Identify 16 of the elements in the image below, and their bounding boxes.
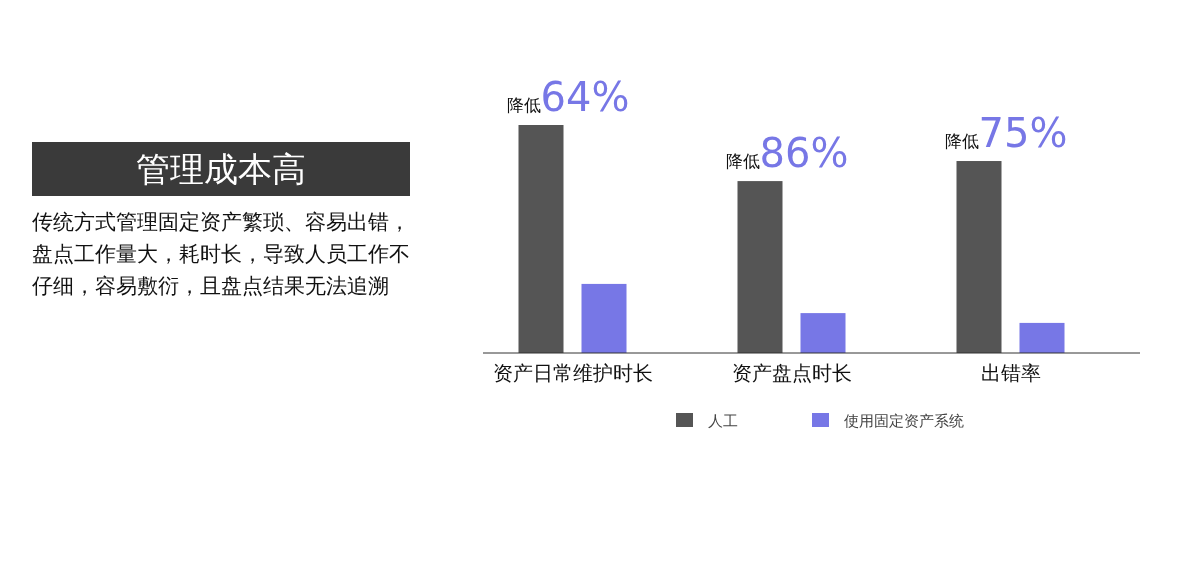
bar xyxy=(518,125,564,353)
text: 降低64% xyxy=(506,74,630,120)
annotation: 降低86% xyxy=(725,130,849,177)
bar xyxy=(737,181,783,353)
bar xyxy=(800,313,846,353)
x-tick-label: 资产日常维护时长 xyxy=(492,361,653,385)
bar xyxy=(581,283,627,353)
x-tick-label: 出错率 xyxy=(980,361,1041,385)
text: 管理成本高 xyxy=(32,142,410,196)
bar xyxy=(956,161,1002,353)
annotation: 降低75% xyxy=(944,110,1068,157)
bar xyxy=(1019,322,1065,353)
legend-label: 使用固定资产系统 xyxy=(844,412,964,430)
x-tick-label: 资产盘点时长 xyxy=(731,361,852,385)
legend-label: 人工 xyxy=(708,412,738,430)
text: 传统方式管理固定资产繁琐、容易出错，盘点工作量大，耗时长，导致人员工作不仔细，容易敷衍，且盘点结果无法追溯 xyxy=(32,209,411,300)
